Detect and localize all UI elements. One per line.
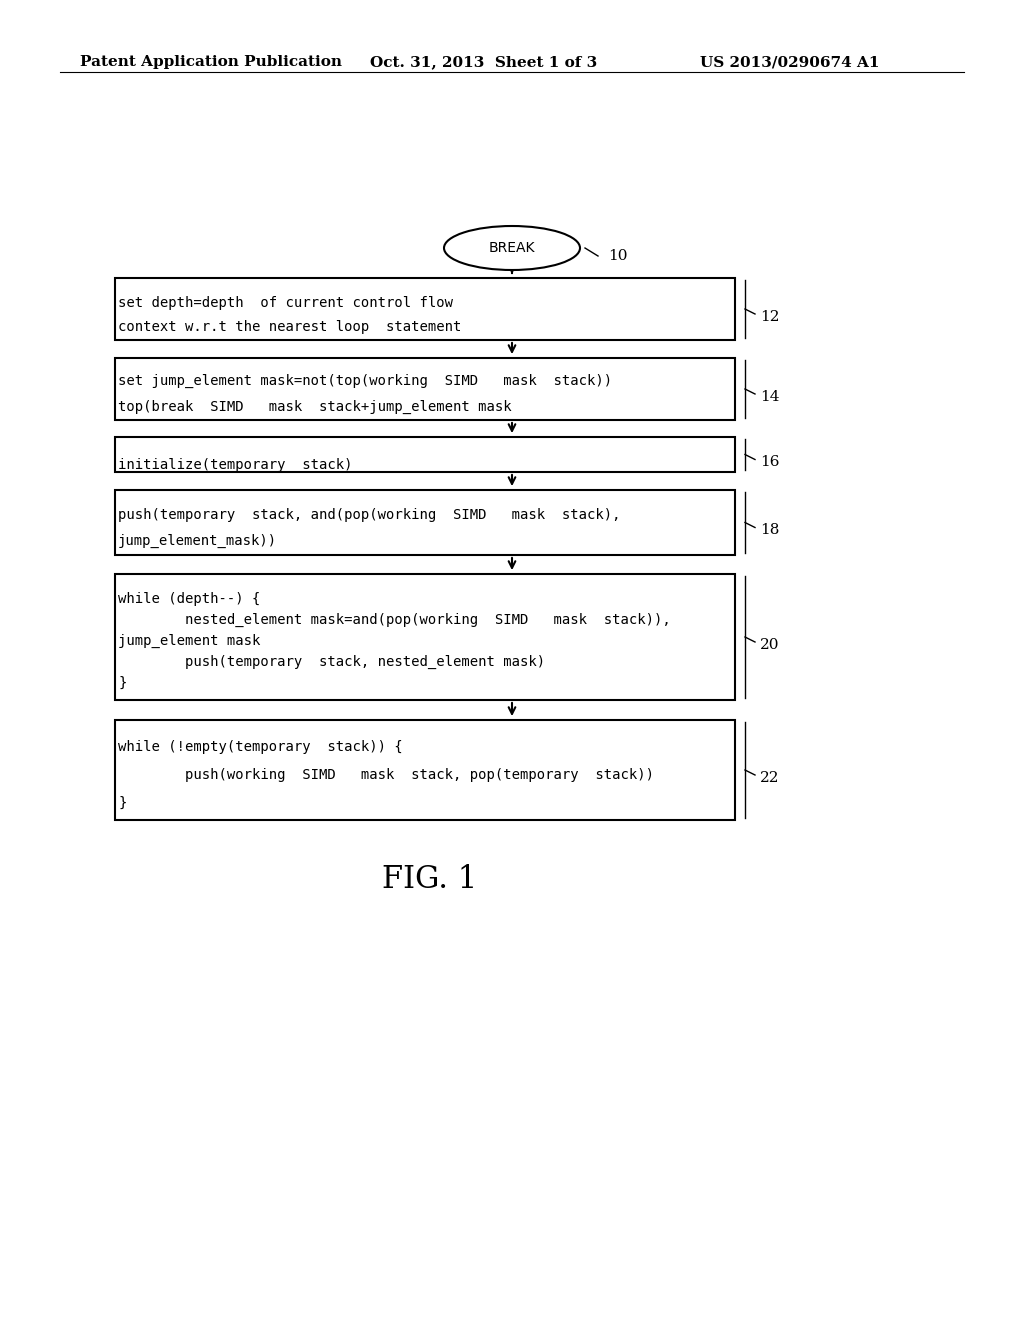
Text: jump_element_mask)): jump_element_mask)) xyxy=(118,535,278,548)
Text: 14: 14 xyxy=(760,389,779,404)
Bar xyxy=(115,279,735,341)
Text: push(working  SIMD   mask  stack, pop(temporary  stack)): push(working SIMD mask stack, pop(tempor… xyxy=(118,768,654,781)
Text: FIG. 1: FIG. 1 xyxy=(382,865,477,895)
Bar xyxy=(115,437,735,473)
Text: }: } xyxy=(118,796,126,810)
Text: 16: 16 xyxy=(760,455,779,470)
Text: push(temporary  stack, and(pop(working  SIMD   mask  stack),: push(temporary stack, and(pop(working SI… xyxy=(118,508,621,521)
Text: jump_element mask: jump_element mask xyxy=(118,634,260,648)
Text: set depth=depth  of current control flow: set depth=depth of current control flow xyxy=(118,296,453,310)
Text: initialize(temporary  stack): initialize(temporary stack) xyxy=(118,458,352,473)
Text: Oct. 31, 2013  Sheet 1 of 3: Oct. 31, 2013 Sheet 1 of 3 xyxy=(370,55,597,69)
Text: Patent Application Publication: Patent Application Publication xyxy=(80,55,342,69)
Text: 10: 10 xyxy=(608,249,628,263)
Bar xyxy=(115,719,735,820)
Bar xyxy=(115,574,735,700)
Text: US 2013/0290674 A1: US 2013/0290674 A1 xyxy=(700,55,880,69)
Ellipse shape xyxy=(444,226,580,271)
Bar xyxy=(115,490,735,554)
Text: context w.r.t the nearest loop  statement: context w.r.t the nearest loop statement xyxy=(118,319,462,334)
Text: while (!empty(temporary  stack)) {: while (!empty(temporary stack)) { xyxy=(118,741,402,754)
Text: 18: 18 xyxy=(760,524,779,537)
Bar xyxy=(115,358,735,420)
Text: while (depth--) {: while (depth--) { xyxy=(118,591,260,606)
Text: set jump_element mask=not(top(working  SIMD   mask  stack)): set jump_element mask=not(top(working SI… xyxy=(118,374,612,388)
Text: }: } xyxy=(118,676,126,690)
Text: 12: 12 xyxy=(760,310,779,323)
Text: BREAK: BREAK xyxy=(488,242,536,255)
Text: push(temporary  stack, nested_element mask): push(temporary stack, nested_element mas… xyxy=(118,655,545,669)
Text: nested_element mask=and(pop(working  SIMD   mask  stack)),: nested_element mask=and(pop(working SIMD… xyxy=(118,612,671,627)
Text: top(break  SIMD   mask  stack+jump_element mask: top(break SIMD mask stack+jump_element m… xyxy=(118,400,512,414)
Text: 22: 22 xyxy=(760,771,779,785)
Text: 20: 20 xyxy=(760,638,779,652)
